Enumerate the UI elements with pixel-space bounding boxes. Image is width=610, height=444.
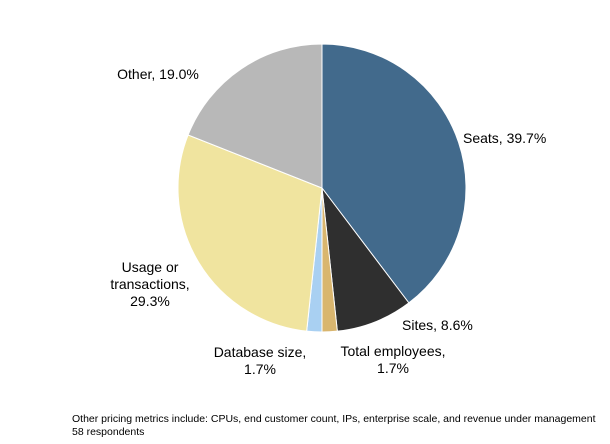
slice-label-database-size: Database size, 1.7% [214, 344, 307, 377]
slice-label-usage-or-transactions: Usage or transactions, 29.3% [110, 259, 189, 309]
slice-label-total-employees: Total employees, 1.7% [340, 343, 445, 376]
footnote-respondents: 58 respondents [72, 426, 145, 438]
pie-slice-other [187, 43, 323, 189]
slice-label-sites: Sites, 8.6% [402, 317, 473, 333]
slice-label-seats: Seats, 39.7% [463, 130, 546, 146]
pie-slice-seats [321, 43, 467, 304]
footnote-other-metrics: Other pricing metrics include: CPUs, end… [72, 413, 596, 425]
slice-label-other: Other, 19.0% [117, 66, 199, 82]
pie-slice-usage-or-transactions [177, 134, 323, 332]
